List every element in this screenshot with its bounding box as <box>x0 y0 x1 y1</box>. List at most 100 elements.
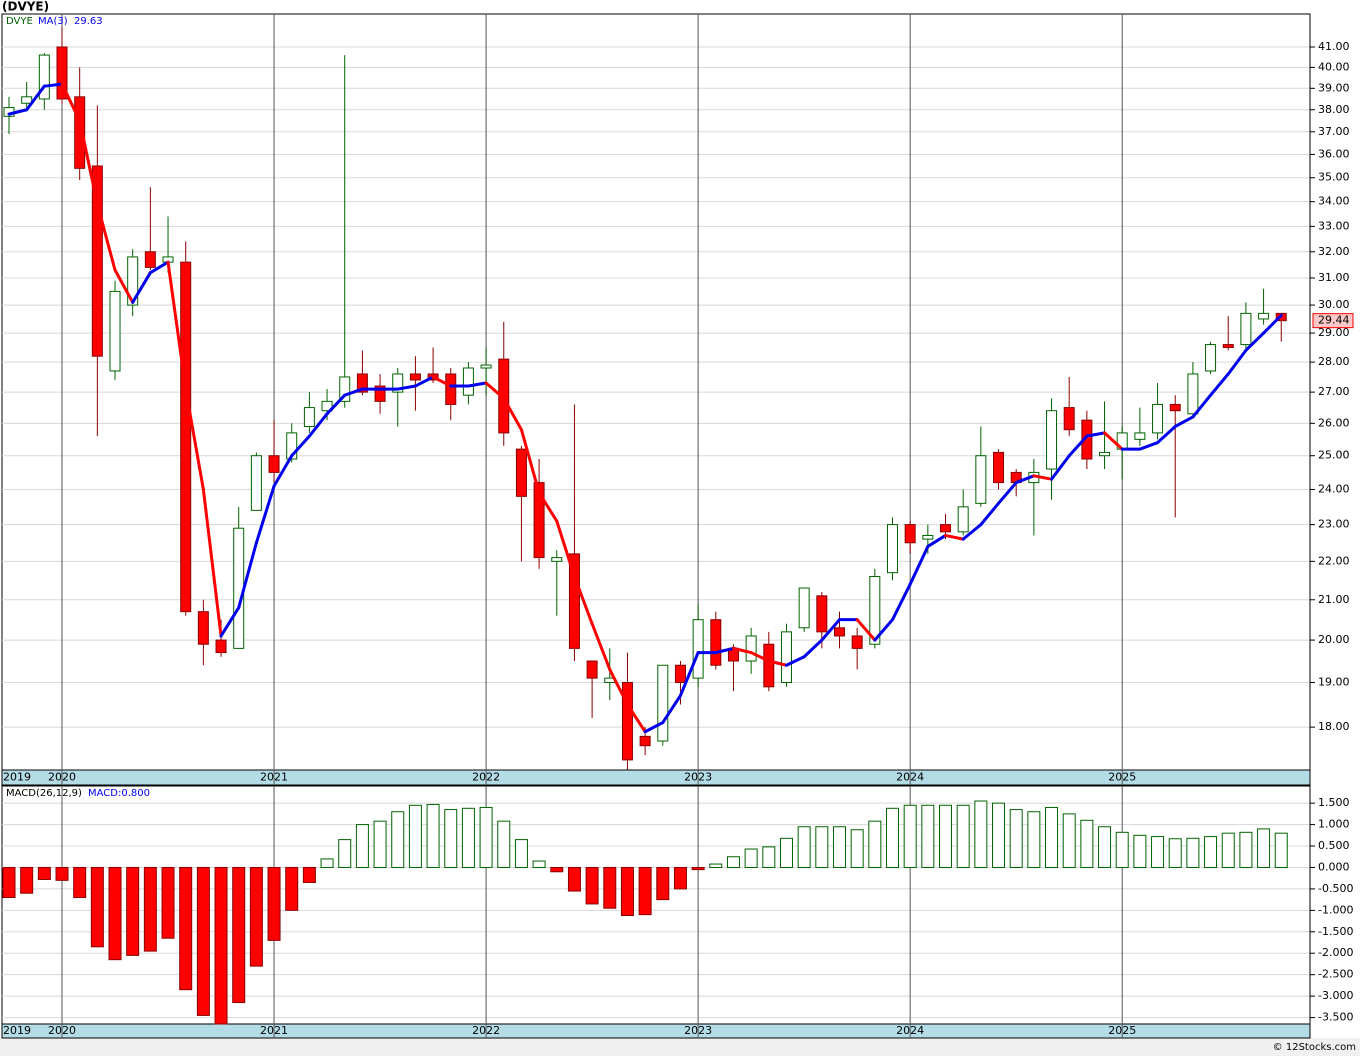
macd-bar <box>921 804 935 868</box>
macd-bar <box>832 826 846 868</box>
ma-line <box>625 702 647 734</box>
x-tick-label: 2025 <box>1108 771 1136 784</box>
candle-body <box>409 373 421 381</box>
macd-bar <box>320 858 334 868</box>
macd-bar <box>797 826 811 868</box>
macd-bar <box>709 863 723 868</box>
ma-line <box>731 646 753 655</box>
candle-body <box>21 96 33 104</box>
y-tick-label: 36.00 <box>1318 147 1350 160</box>
ma-line <box>572 574 594 626</box>
ma-line <box>590 622 612 672</box>
macd-bar <box>974 800 988 868</box>
y-tick-label: 35.00 <box>1318 171 1350 184</box>
x-tick-label: 2023 <box>684 1024 712 1037</box>
y-tick-label: 26.00 <box>1318 416 1350 429</box>
macd-bar <box>779 837 793 868</box>
macd-legend: MACD(26,12,9) <box>6 788 82 799</box>
ma-line <box>1032 474 1054 481</box>
macd-bar <box>673 866 687 890</box>
ma-line <box>1138 441 1160 451</box>
macd-bar <box>249 866 263 967</box>
candle-body <box>374 385 386 402</box>
x-tick-label: 2020 <box>48 771 76 784</box>
macd-bar <box>37 866 51 880</box>
x-tick-label: 2025 <box>1108 1024 1136 1037</box>
candle-body <box>144 251 156 268</box>
macd-bar <box>567 866 581 892</box>
macd-bar <box>391 811 405 868</box>
macd-bar <box>868 820 882 868</box>
candle-body <box>568 553 580 649</box>
macd-bar <box>1257 828 1271 868</box>
candle-body <box>763 643 775 688</box>
ma-line <box>1085 431 1107 438</box>
legend-ma: MA(3) <box>38 16 68 27</box>
macd-bar <box>1045 806 1059 868</box>
macd-bar <box>196 866 210 1016</box>
y-tick-label: 40.00 <box>1318 60 1350 73</box>
macd-bar <box>815 826 829 868</box>
macd-bar <box>656 866 670 901</box>
y-tick-label: 30.00 <box>1318 298 1350 311</box>
candle-body <box>462 367 474 396</box>
x-tick-label: 2024 <box>896 771 924 784</box>
candle-body <box>710 619 722 666</box>
macd-bar <box>267 866 281 941</box>
ma-line <box>254 484 276 545</box>
macd-bar <box>1204 836 1218 868</box>
ma-line <box>431 375 453 388</box>
macd-bar <box>20 866 34 894</box>
candle-body <box>1099 451 1111 457</box>
macd-bar <box>479 806 493 868</box>
macd-bar <box>1274 832 1288 868</box>
candle-body <box>91 165 103 357</box>
candle-body <box>56 46 68 100</box>
candle-body <box>1240 312 1252 346</box>
candle-body <box>480 364 492 369</box>
ma-line <box>820 618 841 642</box>
ma-line <box>1209 372 1230 397</box>
ma-line <box>908 544 930 586</box>
last-price-box <box>1312 313 1354 329</box>
candle-body <box>74 96 86 169</box>
macd-bar <box>850 829 864 868</box>
y-tick-label: -1.500 <box>1318 925 1353 938</box>
ma-line <box>767 659 788 667</box>
candle-body <box>356 373 368 393</box>
macd-bar <box>338 839 352 868</box>
macd-bar <box>302 866 316 883</box>
x-tick-label: 2021 <box>260 771 288 784</box>
macd-bar <box>497 820 511 868</box>
ma-line <box>749 651 771 663</box>
ma-line <box>272 454 294 488</box>
ma-line <box>484 381 506 400</box>
y-tick-label: 0.000 <box>1318 860 1350 873</box>
ma-line <box>325 393 347 416</box>
macd-bar <box>143 866 157 952</box>
candle-body <box>851 635 863 649</box>
ma-line <box>25 84 46 112</box>
ma-line <box>873 618 894 642</box>
candle-body <box>286 432 298 460</box>
candle-body <box>780 631 792 683</box>
candle-body <box>250 455 262 511</box>
y-tick-label: 37.00 <box>1318 125 1350 138</box>
candle-body <box>109 290 121 372</box>
macd-bar <box>638 866 652 916</box>
ma-line <box>1191 393 1213 419</box>
y-tick-label: -1.000 <box>1318 903 1353 916</box>
macd-bar <box>1115 831 1129 868</box>
y-tick-label: 18.00 <box>1318 720 1350 733</box>
macd-bar <box>1062 813 1076 868</box>
candle-body <box>1222 344 1234 348</box>
ma-line <box>113 268 135 304</box>
ma-line <box>661 694 682 725</box>
candle-body <box>586 660 598 679</box>
ma-line <box>60 82 82 123</box>
x-tick-label: 2022 <box>472 1024 500 1037</box>
y-tick-label: 32.00 <box>1318 245 1350 258</box>
ma-line <box>1014 474 1036 485</box>
macd-bar <box>1080 819 1094 868</box>
macd-bar <box>1186 837 1200 868</box>
